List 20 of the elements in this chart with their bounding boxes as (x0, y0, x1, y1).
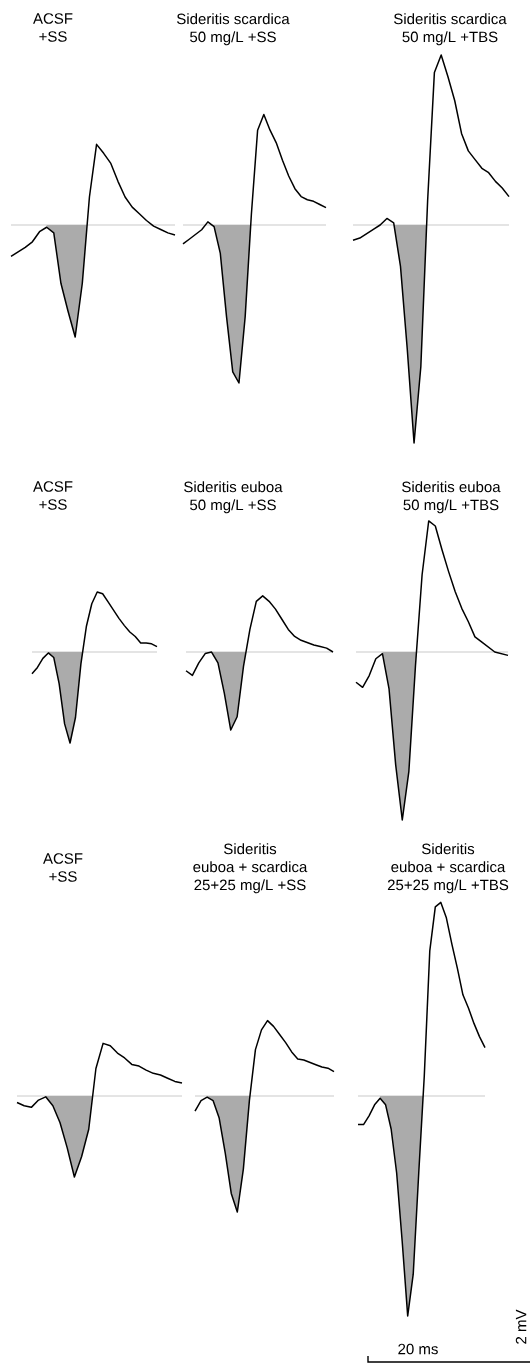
chart-subtitle: +SS (39, 31, 67, 42)
chart-subtitle: 50 mg/L +SS (190, 499, 276, 514)
chart-title: ACSF (33, 481, 73, 492)
chart-subtitle: 25+25 mg/L +TBS (387, 879, 509, 894)
chart-title: Sideritis euboa (402, 481, 501, 493)
chart-subtitle: 50 mg/L +TBS (402, 31, 498, 46)
chart-subtitle: 50 mg/L +SS (190, 31, 276, 46)
text: 2 mV (515, 1309, 527, 1344)
chart-title: ACSF (43, 853, 83, 864)
chart-subtitle: +SS (49, 871, 77, 882)
chart-subtitle: +SS (39, 499, 67, 510)
chart-subtitle: 50 mg/L +TBS (403, 499, 499, 514)
chart-subtitle: 25+25 mg/L +SS (194, 879, 306, 894)
chart-title: Sideritis scardica (394, 13, 507, 25)
chart-title: Sideritis euboa + scardica (391, 843, 506, 873)
chart-title: Sideritis euboa + scardica (193, 843, 308, 873)
chart-title: ACSF (33, 13, 73, 24)
chart-title: Sideritis euboa (184, 481, 283, 493)
chart-title: Sideritis scardica (177, 13, 290, 25)
text: 20 ms (398, 1343, 438, 1355)
